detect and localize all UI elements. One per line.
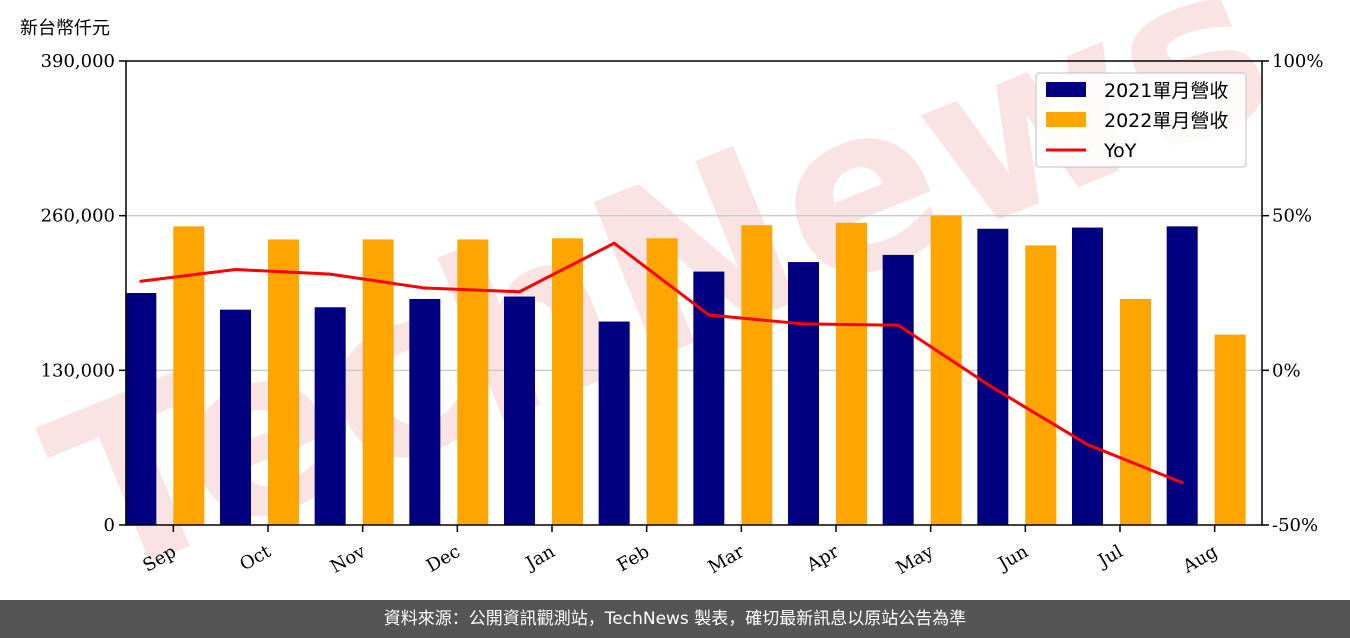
bar-2021-jun: [977, 228, 1009, 525]
legend-label-1: 2022單月營收: [1104, 110, 1228, 132]
bar-2021-dec: [409, 298, 441, 525]
x-tick-label-jul: Jul: [1093, 541, 1127, 573]
footer-source-text: 資料來源：公開資訊觀測站，TechNews 製表，確切最新訊息以原站公告為準: [383, 609, 967, 629]
legend: 2021單月營收 2022單月營收 YoY: [1035, 72, 1247, 168]
y-right-tick-label: 50%: [1272, 206, 1312, 227]
yoy-point-oct: [234, 267, 237, 271]
x-tick-label-dec: Dec: [423, 541, 464, 577]
plot-frame: [125, 60, 1263, 526]
bar-2022-oct: [268, 239, 299, 525]
bar-2021-jan: [504, 296, 535, 525]
yoy-point-apr: [802, 322, 805, 326]
bar-2022-jun: [1025, 245, 1057, 525]
unit-label: 新台幣仟元: [20, 18, 110, 39]
bar-2021-apr: [788, 262, 819, 525]
y-right-tick-label: 100%: [1272, 51, 1323, 72]
y-left-tick-label: 0: [104, 515, 115, 536]
x-tick-label-feb: Feb: [613, 541, 653, 576]
yoy-point-jan: [518, 290, 521, 294]
yoy-point-jun: [991, 386, 995, 390]
footer: 資料來源：公開資訊觀測站，TechNews 製表，確切最新訊息以原站公告為準: [0, 600, 1350, 638]
bar-2022-nov: [362, 239, 394, 525]
bar-2022-dec: [457, 239, 489, 525]
yoy-line: [140, 241, 1183, 485]
x-tick-label-may: May: [893, 541, 938, 579]
yoy-point-aug: [1180, 481, 1184, 485]
x-tick-label-mar: Mar: [705, 541, 749, 578]
bar-2021-oct: [220, 309, 251, 525]
y-right-tick-label: -50%: [1272, 515, 1318, 536]
bar-2022-jan: [552, 238, 583, 525]
yoy-point-sep: [139, 279, 143, 283]
yoy-point-nov: [328, 272, 332, 276]
bar-2022-mar: [741, 225, 773, 525]
y-left-tick-label: 260,000: [41, 206, 115, 227]
legend-swatch-0: [1046, 82, 1086, 97]
bar-2021-mar: [693, 271, 725, 525]
bar-2021-sep: [125, 293, 157, 525]
yoy-point-dec: [423, 286, 427, 290]
bar-2021-aug: [1166, 226, 1198, 525]
x-tick-label-apr: Apr: [802, 541, 842, 576]
yoy-line-layer: [139, 241, 1184, 485]
chart: TechNews 0130,000260,000390,000-50%0%50%…: [18, 0, 1324, 600]
legend-swatch-1: [1046, 112, 1086, 127]
y-right-tick-label: 0%: [1272, 360, 1301, 381]
bar-2022-may: [930, 215, 962, 525]
yoy-point-may: [896, 323, 900, 327]
bar-2021-nov: [314, 307, 346, 525]
legend-box: [1035, 72, 1247, 168]
yoy-point-mar: [707, 313, 711, 317]
bar-2022-sep: [173, 226, 205, 525]
x-tick-label-aug: Aug: [1179, 541, 1222, 578]
x-tick-label-jun: Jun: [993, 541, 1032, 576]
bar-2022-aug: [1214, 334, 1246, 525]
bar-2021-jul: [1072, 227, 1103, 526]
yoy-point-jul: [1086, 443, 1089, 447]
x-tick-label-jan: Jan: [521, 541, 559, 575]
bar-2021-may: [882, 254, 914, 525]
bar-2022-jul: [1120, 298, 1151, 525]
yoy-point-feb: [612, 241, 616, 245]
legend-label-0: 2021單月營收: [1104, 80, 1228, 102]
bar-2021-feb: [598, 321, 630, 525]
legend-label-2: YoY: [1103, 140, 1137, 162]
bars: [125, 215, 1246, 526]
bar-2022-apr: [836, 222, 867, 526]
y-left-tick-label: 390,000: [41, 51, 115, 72]
y-left-tick-label: 130,000: [41, 360, 115, 381]
